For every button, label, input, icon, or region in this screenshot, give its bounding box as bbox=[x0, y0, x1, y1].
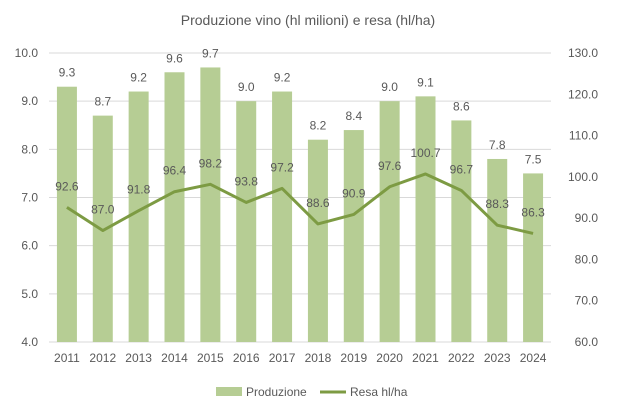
line-data-label: 86.3 bbox=[521, 205, 545, 219]
x-axis-tick-label: 2015 bbox=[197, 351, 224, 365]
bar-produzione-2014 bbox=[165, 72, 185, 342]
line-data-label: 87.0 bbox=[91, 203, 115, 217]
line-data-label: 100.7 bbox=[410, 146, 440, 160]
line-data-label: 90.9 bbox=[342, 186, 366, 200]
bar-data-label: 9.3 bbox=[59, 66, 76, 80]
bar-produzione-2017 bbox=[272, 92, 292, 342]
left-axis-tick-label: 9.0 bbox=[21, 94, 38, 108]
line-data-label: 92.6 bbox=[55, 179, 79, 193]
bar-data-label: 8.6 bbox=[453, 99, 470, 113]
line-data-label: 97.2 bbox=[270, 160, 294, 174]
x-axis-tick-label: 2011 bbox=[54, 351, 80, 365]
x-axis-tick-label: 2014 bbox=[161, 351, 188, 365]
bar-data-label: 8.4 bbox=[345, 109, 362, 123]
line-data-label: 96.7 bbox=[450, 162, 474, 176]
right-axis-tick-label: 70.0 bbox=[575, 294, 599, 308]
right-axis-tick-label: 80.0 bbox=[575, 252, 599, 266]
left-axis-tick-label: 4.0 bbox=[21, 335, 38, 349]
bar-produzione-2018 bbox=[308, 140, 328, 342]
left-axis-tick-label: 7.0 bbox=[21, 191, 38, 205]
bar-produzione-2022 bbox=[451, 120, 471, 342]
x-axis-tick-label: 2019 bbox=[340, 351, 367, 365]
left-axis-tick-label: 8.0 bbox=[21, 142, 38, 156]
x-axis-tick-label: 2023 bbox=[484, 351, 511, 365]
line-data-label: 96.4 bbox=[163, 164, 187, 178]
bar-produzione-2015 bbox=[200, 67, 220, 342]
right-axis-tick-label: 90.0 bbox=[575, 211, 599, 225]
line-data-label: 88.3 bbox=[486, 197, 510, 211]
x-axis-tick-label: 2016 bbox=[233, 351, 260, 365]
right-axis-tick-label: 110.0 bbox=[569, 129, 598, 143]
bar-produzione-2013 bbox=[129, 92, 149, 342]
bar-data-label: 9.7 bbox=[202, 46, 219, 60]
bar-data-label: 9.0 bbox=[381, 80, 398, 94]
bar-data-label: 7.8 bbox=[489, 138, 506, 152]
legend: Produzione Resa hl/ha bbox=[216, 385, 408, 399]
bar-data-label: 9.2 bbox=[274, 71, 291, 85]
left-axis-tick-label: 6.0 bbox=[21, 239, 38, 253]
bar-data-label: 9.6 bbox=[166, 51, 183, 65]
x-axis-tick-label: 2020 bbox=[376, 351, 403, 365]
right-axis-tick-label: 60.0 bbox=[575, 335, 599, 349]
legend-label-resa: Resa hl/ha bbox=[350, 385, 408, 399]
x-axis-tick-label: 2022 bbox=[448, 351, 475, 365]
bar-produzione-2016 bbox=[236, 101, 256, 342]
line-data-label: 93.8 bbox=[235, 174, 259, 188]
x-axis-tick-label: 2021 bbox=[412, 351, 439, 365]
bar-produzione-2020 bbox=[380, 101, 400, 342]
bar-produzione-2011 bbox=[57, 87, 77, 342]
x-axis-tick-label: 2017 bbox=[269, 351, 296, 365]
bar-produzione-2023 bbox=[487, 159, 507, 342]
x-axis-tick-label: 2012 bbox=[89, 351, 116, 365]
right-axis-tick-label: 100.0 bbox=[568, 170, 598, 184]
left-axis-tick-label: 10.0 bbox=[15, 46, 39, 60]
legend-swatch-produzione bbox=[216, 387, 242, 396]
chart-title: Produzione vino (hl milioni) e resa (hl/… bbox=[181, 12, 435, 28]
right-axis-tick-label: 120.0 bbox=[568, 87, 598, 101]
bar-data-label: 9.1 bbox=[417, 75, 434, 89]
line-data-label: 88.6 bbox=[306, 196, 330, 210]
bar-data-label: 7.5 bbox=[525, 152, 542, 166]
x-axis-tick-label: 2018 bbox=[305, 351, 332, 365]
bar-produzione-2019 bbox=[344, 130, 364, 342]
bar-produzione-2021 bbox=[416, 96, 436, 342]
line-data-label: 98.2 bbox=[199, 156, 223, 170]
x-axis-tick-label: 2013 bbox=[125, 351, 152, 365]
legend-label-produzione: Produzione bbox=[246, 385, 307, 399]
bar-data-label: 9.2 bbox=[130, 71, 147, 85]
left-axis-tick-label: 5.0 bbox=[21, 287, 38, 301]
bar-produzione-2024 bbox=[523, 173, 543, 342]
bar-data-label: 9.0 bbox=[238, 80, 255, 94]
x-axis-tick-label: 2024 bbox=[520, 351, 547, 365]
line-data-label: 91.8 bbox=[127, 183, 151, 197]
bar-data-label: 8.2 bbox=[310, 119, 327, 133]
bar-data-label: 8.7 bbox=[94, 95, 111, 109]
line-data-label: 97.6 bbox=[378, 159, 402, 173]
right-axis-tick-label: 130.0 bbox=[568, 46, 598, 60]
